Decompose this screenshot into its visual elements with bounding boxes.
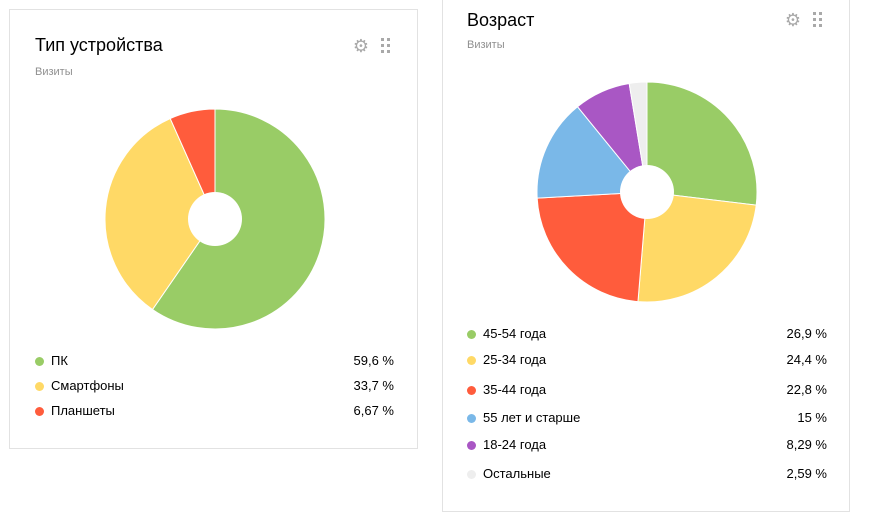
pie-slice-6[interactable] bbox=[628, 81, 648, 193]
legend-label: 45-54 года bbox=[483, 326, 547, 341]
legend-dot-icon bbox=[467, 330, 476, 339]
legend-item[interactable]: 35-44 года 22,8 % bbox=[467, 382, 827, 400]
gear-icon[interactable]: ⚙ bbox=[352, 36, 370, 56]
legend-item[interactable]: Планшеты 6,67 % bbox=[35, 403, 394, 421]
legend-label: Смартфоны bbox=[51, 378, 124, 393]
pie-slice-1[interactable] bbox=[646, 81, 758, 206]
age-pie-chart bbox=[536, 81, 758, 303]
legend-item[interactable]: 18-24 года 8,29 % bbox=[467, 437, 827, 455]
legend-dot-icon bbox=[35, 382, 44, 391]
legend-label: Остальные bbox=[483, 466, 551, 481]
legend-item[interactable]: ПК 59,6 % bbox=[35, 353, 394, 371]
legend-value: 22,8 % bbox=[786, 382, 827, 397]
legend-value: 59,6 % bbox=[353, 353, 394, 368]
legend-dot-icon bbox=[467, 356, 476, 365]
legend-dot-icon bbox=[35, 407, 44, 416]
legend-value: 8,29 % bbox=[786, 437, 827, 452]
legend-label: 18-24 года bbox=[483, 437, 547, 452]
legend-label: 35-44 года bbox=[483, 382, 547, 397]
legend-label: 25-34 года bbox=[483, 352, 547, 367]
device-type-widget: Тип устройства Визиты ⚙ ПК 59,6 % Смартфон… bbox=[9, 9, 418, 449]
pie-center-hole bbox=[620, 165, 674, 219]
legend-value: 2,59 % bbox=[786, 466, 827, 481]
drag-handle-icon[interactable] bbox=[813, 12, 823, 28]
legend-label: 55 лет и старше bbox=[483, 410, 581, 425]
legend-value: 26,9 % bbox=[786, 326, 827, 341]
pie-center-hole bbox=[188, 192, 242, 246]
widget-subtitle: Визиты bbox=[35, 66, 73, 78]
widget-title: Возраст bbox=[467, 10, 535, 30]
widget-subtitle: Визиты bbox=[467, 39, 505, 51]
device-pie-chart bbox=[104, 108, 326, 330]
legend-label: ПК bbox=[51, 353, 68, 368]
legend-dot-icon bbox=[467, 470, 476, 479]
legend-label: Планшеты bbox=[51, 403, 115, 418]
drag-handle-icon[interactable] bbox=[381, 38, 391, 54]
legend-value: 15 % bbox=[797, 410, 827, 425]
legend-dot-icon bbox=[467, 414, 476, 423]
legend-value: 6,67 % bbox=[353, 403, 394, 418]
legend-dot-icon bbox=[35, 357, 44, 366]
pie-slice-3[interactable] bbox=[536, 191, 648, 303]
pie-slice-4[interactable] bbox=[536, 106, 649, 199]
device-legend: ПК 59,6 % Смартфоны 33,7 % Планшеты 6,67 % bbox=[35, 353, 394, 433]
gear-icon[interactable]: ⚙ bbox=[784, 10, 802, 30]
legend-value: 33,7 % bbox=[353, 378, 394, 393]
widget-title: Тип устройства bbox=[35, 35, 163, 55]
pie-slice-3[interactable] bbox=[169, 108, 216, 220]
legend-dot-icon bbox=[467, 386, 476, 395]
pie-slice-2[interactable] bbox=[104, 117, 216, 311]
legend-item[interactable]: 55 лет и старше 15 % bbox=[467, 410, 827, 428]
legend-item[interactable]: Смартфоны 33,7 % bbox=[35, 378, 394, 396]
legend-value: 24,4 % bbox=[786, 352, 827, 367]
legend-item[interactable]: Остальные 2,59 % bbox=[467, 466, 827, 484]
legend-dot-icon bbox=[467, 441, 476, 450]
pie-slice-2[interactable] bbox=[637, 191, 757, 303]
age-legend: 45-54 года 26,9 % 25-34 года 24,4 % 35-44 го… bbox=[467, 326, 827, 496]
age-widget: Возраст Визиты ⚙ 45-54 года 26,9 % 25-34 г… bbox=[442, 0, 850, 512]
legend-item[interactable]: 45-54 года 26,9 % bbox=[467, 326, 827, 344]
legend-item[interactable]: 25-34 года 24,4 % bbox=[467, 352, 827, 370]
